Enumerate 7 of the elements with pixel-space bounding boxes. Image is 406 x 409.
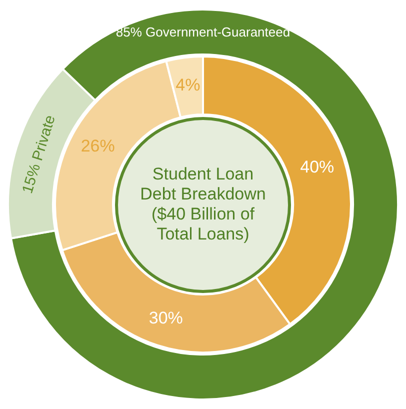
data-label: 30% bbox=[148, 308, 183, 328]
slice-label: 15% Private bbox=[19, 113, 59, 196]
data-label: 26% bbox=[80, 136, 115, 156]
text: Student Loan Debt Breakdown ($40 Billion of Total Loans) bbox=[140, 164, 266, 244]
data-label: 40% bbox=[300, 157, 334, 176]
donut-slice bbox=[10, 8, 399, 400]
data-label: 4% bbox=[176, 75, 200, 94]
